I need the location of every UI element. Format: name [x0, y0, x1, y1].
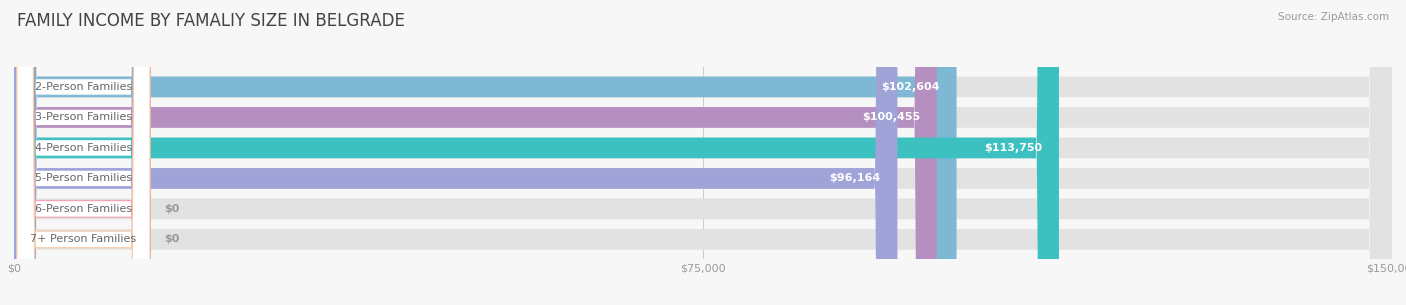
- FancyBboxPatch shape: [14, 0, 1059, 305]
- Text: 6-Person Families: 6-Person Families: [35, 204, 132, 214]
- Text: $96,164: $96,164: [830, 174, 882, 183]
- FancyBboxPatch shape: [17, 0, 150, 305]
- FancyBboxPatch shape: [14, 0, 1392, 305]
- Text: 4-Person Families: 4-Person Families: [35, 143, 132, 153]
- FancyBboxPatch shape: [14, 0, 1392, 305]
- FancyBboxPatch shape: [14, 0, 956, 305]
- FancyBboxPatch shape: [14, 0, 897, 305]
- Text: FAMILY INCOME BY FAMALIY SIZE IN BELGRADE: FAMILY INCOME BY FAMALIY SIZE IN BELGRAD…: [17, 12, 405, 30]
- Text: $113,750: $113,750: [984, 143, 1042, 153]
- FancyBboxPatch shape: [17, 0, 150, 305]
- FancyBboxPatch shape: [14, 0, 1392, 305]
- Text: 3-Person Families: 3-Person Families: [35, 113, 132, 122]
- FancyBboxPatch shape: [17, 0, 150, 305]
- FancyBboxPatch shape: [14, 0, 936, 305]
- FancyBboxPatch shape: [17, 0, 150, 305]
- Text: $0: $0: [163, 235, 179, 244]
- FancyBboxPatch shape: [17, 0, 150, 305]
- FancyBboxPatch shape: [14, 0, 1392, 305]
- Text: 7+ Person Families: 7+ Person Families: [31, 235, 136, 244]
- FancyBboxPatch shape: [14, 0, 1392, 305]
- FancyBboxPatch shape: [14, 0, 1392, 305]
- Text: 2-Person Families: 2-Person Families: [35, 82, 132, 92]
- Text: $0: $0: [163, 204, 179, 214]
- FancyBboxPatch shape: [17, 0, 150, 305]
- Text: Source: ZipAtlas.com: Source: ZipAtlas.com: [1278, 12, 1389, 22]
- Text: $100,455: $100,455: [862, 113, 921, 122]
- Text: $102,604: $102,604: [882, 82, 941, 92]
- Text: 5-Person Families: 5-Person Families: [35, 174, 132, 183]
